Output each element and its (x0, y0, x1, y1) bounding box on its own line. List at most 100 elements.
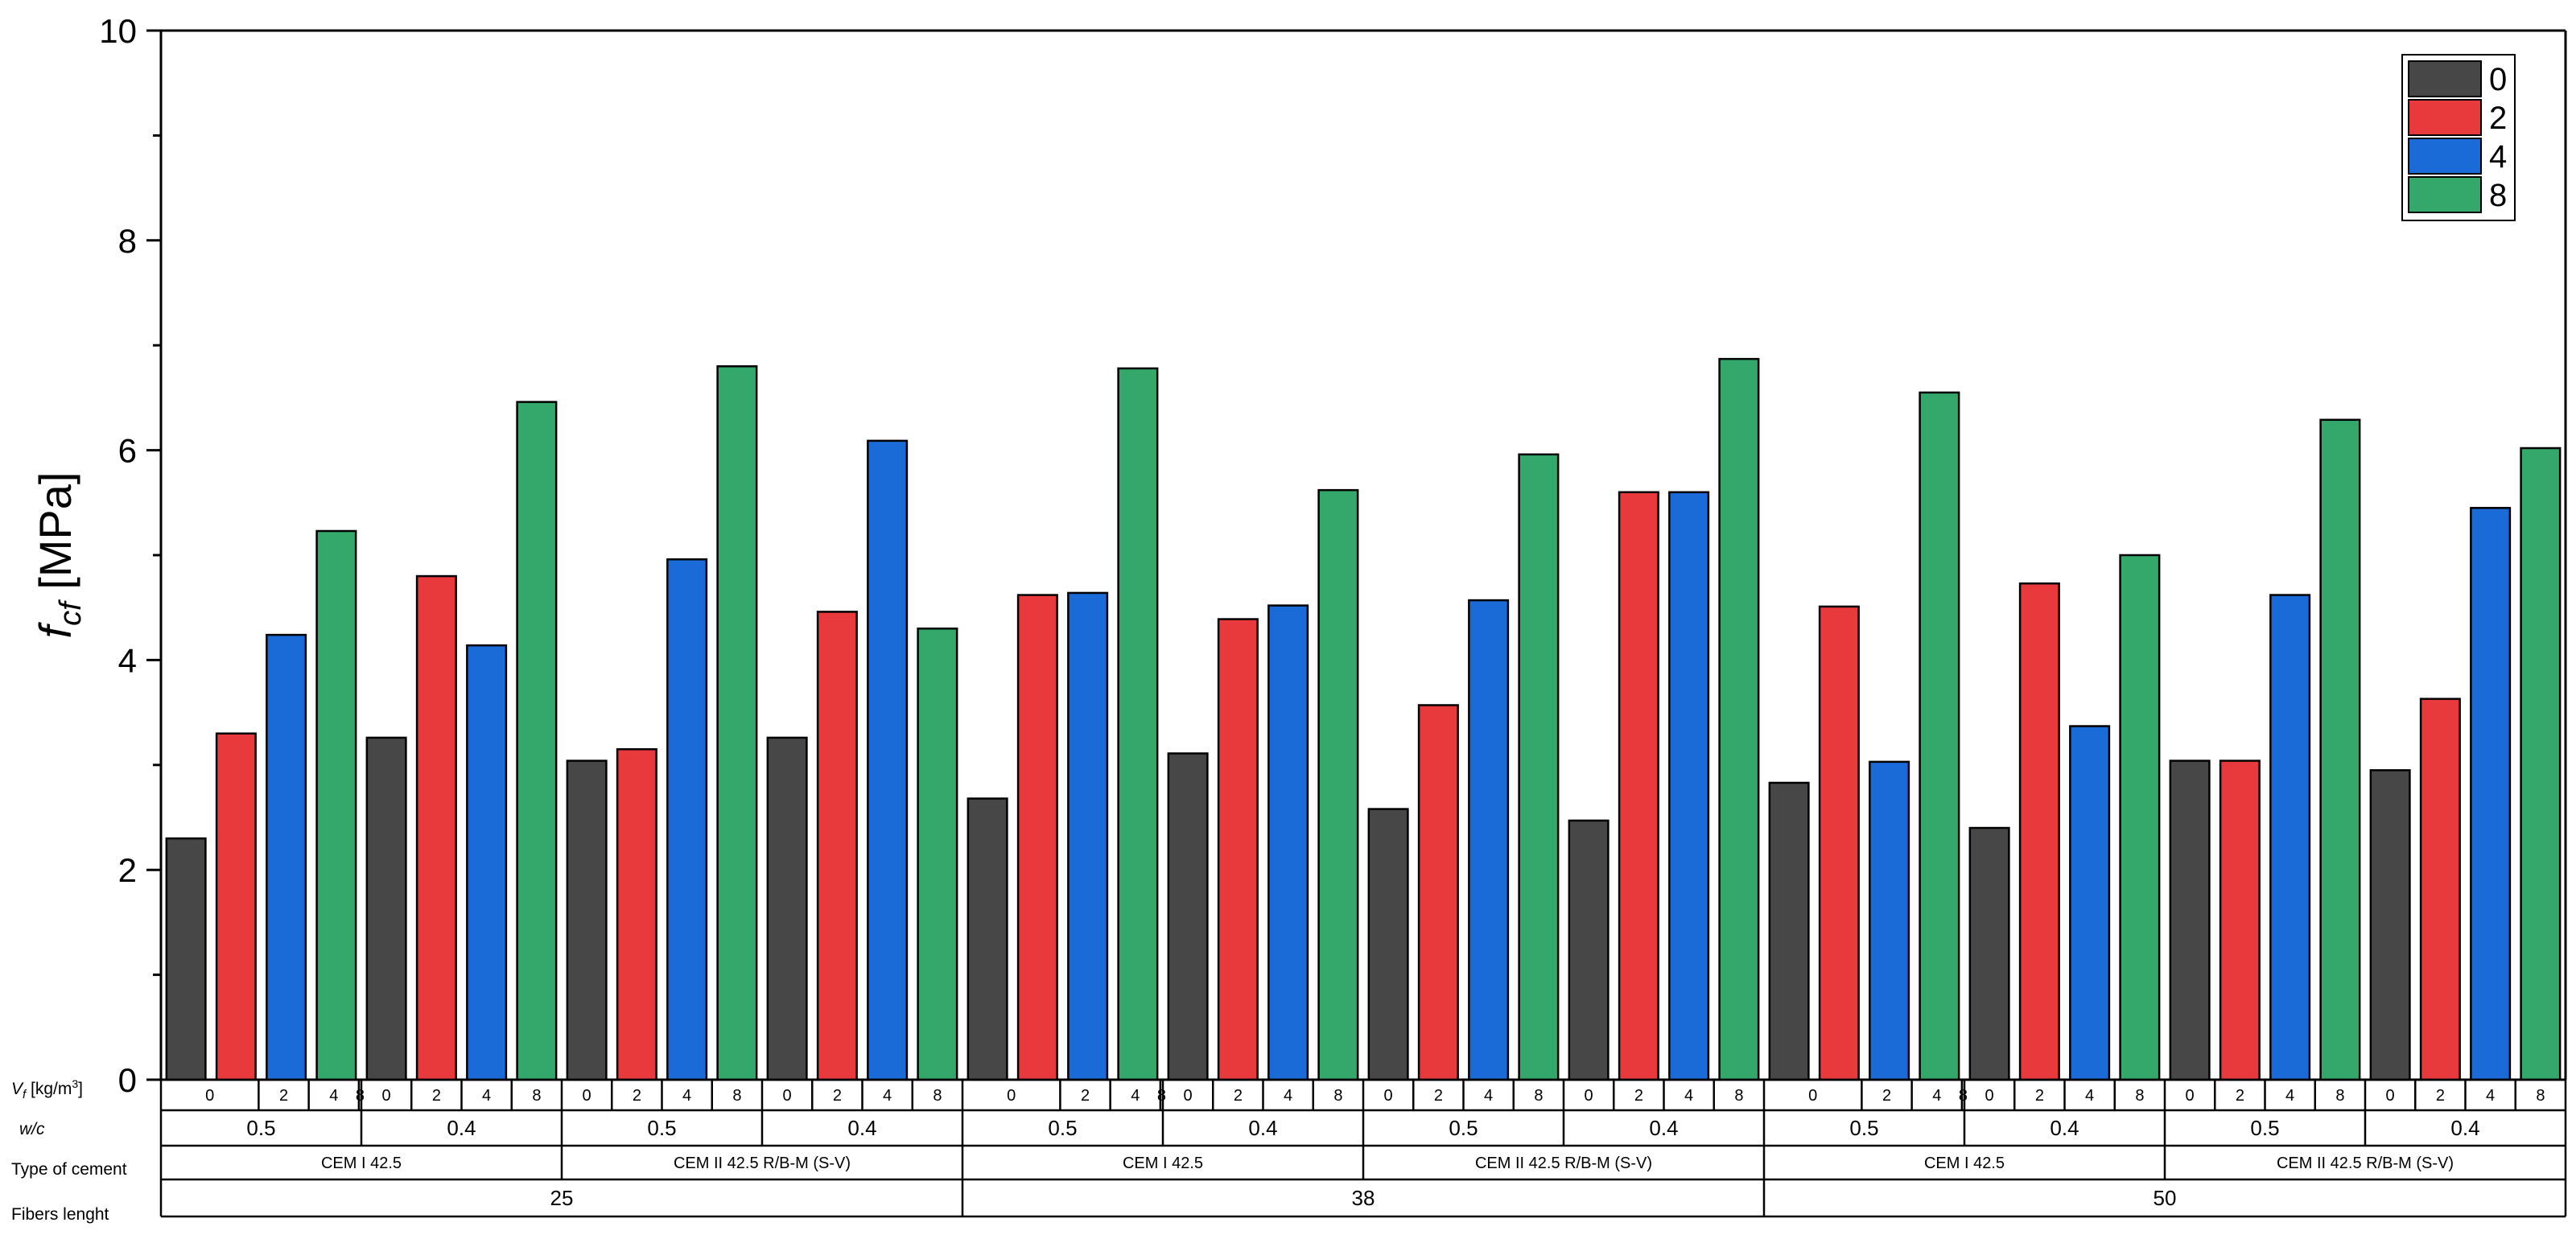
bar-8 (716, 365, 758, 1081)
vf-label: 8 (1959, 1087, 1968, 1105)
vf-label: 4 (2085, 1087, 2094, 1105)
wc-label: 0.4 (447, 1116, 476, 1140)
cement-label: CEM II 42.5 R/B-M (S-V) (2277, 1155, 2454, 1172)
y-tick-label: 10 (99, 12, 137, 50)
wc-label: 0.5 (647, 1116, 676, 1140)
bar-0 (165, 837, 207, 1081)
bar-8 (1317, 488, 1359, 1081)
legend-swatch (2408, 176, 2482, 213)
vf-label: 0 (1007, 1087, 1016, 1105)
vf-label: 4 (482, 1087, 491, 1105)
y-tick-label: 2 (118, 851, 137, 889)
bar-8 (2319, 418, 2361, 1081)
bars (165, 357, 2562, 1081)
bar-2 (2219, 759, 2261, 1081)
wc-label: 0.4 (2050, 1116, 2079, 1140)
vf-label: 4 (682, 1087, 691, 1105)
wc-label: 0.5 (1449, 1116, 1478, 1140)
fiber-row-label: Fibers lenght (11, 1205, 109, 1224)
legend-label: 0 (2489, 62, 2507, 97)
vf-label: 4 (2486, 1087, 2495, 1105)
bar-4 (666, 558, 708, 1081)
bar-8 (917, 628, 958, 1081)
vf-label: 2 (1634, 1087, 1643, 1105)
vf-label: 8 (1534, 1087, 1543, 1105)
vf-label: 4 (883, 1087, 892, 1105)
vf-label: 2 (279, 1087, 288, 1105)
y-axis-label: fcf [MPa] (30, 472, 88, 639)
legend-label: 4 (2489, 139, 2507, 175)
vf-label: 2 (633, 1087, 641, 1105)
vf-label: 8 (532, 1087, 541, 1105)
bar-0 (1768, 781, 1810, 1081)
bar-4 (1869, 760, 1910, 1081)
bar-0 (365, 736, 407, 1081)
bar-2 (616, 747, 657, 1081)
vf-label: 4 (1131, 1087, 1140, 1105)
vf-label: 0 (1585, 1087, 1593, 1105)
fiber-label: 25 (550, 1186, 574, 1210)
vf-label: 2 (1234, 1087, 1243, 1105)
bar-8 (315, 529, 357, 1081)
vf-label: 0 (583, 1087, 591, 1105)
vf-label: 0 (382, 1087, 391, 1105)
wc-label: 0.5 (2250, 1116, 2279, 1140)
vf-label: 8 (2536, 1087, 2545, 1105)
bar-2 (816, 611, 858, 1081)
vf-label: 0 (2186, 1087, 2195, 1105)
vf-label: 4 (1932, 1087, 1941, 1105)
legend-label: 8 (2489, 178, 2507, 213)
legend-label: 2 (2489, 101, 2507, 136)
bar-2 (415, 574, 457, 1081)
vf-label: 2 (2035, 1087, 2044, 1105)
bar-4 (1468, 599, 1510, 1081)
cement-label: CEM I 42.5 (1924, 1155, 2005, 1172)
vf-label: 0 (1384, 1087, 1393, 1105)
bar-0 (1167, 752, 1209, 1081)
wc-row-label: w/c (19, 1120, 45, 1138)
bar-8 (1919, 391, 1960, 1081)
vf-label: 4 (1684, 1087, 1693, 1105)
vf-label: 0 (783, 1087, 792, 1105)
legend-swatch (2408, 99, 2482, 136)
vf-label: 8 (1333, 1087, 1342, 1105)
vf-label: 2 (2436, 1087, 2445, 1105)
bar-0 (2369, 769, 2411, 1081)
vf-label: 8 (933, 1087, 942, 1105)
bar-2 (1417, 704, 1459, 1081)
wc-label: 0.4 (847, 1116, 876, 1140)
fiber-label: 50 (2154, 1186, 2177, 1210)
vf-label: 4 (329, 1087, 338, 1105)
wc-label: 0.4 (1248, 1116, 1277, 1140)
bar-0 (766, 736, 808, 1081)
bar-4 (1267, 604, 1309, 1081)
bar-2 (1818, 605, 1860, 1081)
vf-label: 2 (1081, 1087, 1090, 1105)
bar-8 (2520, 447, 2562, 1081)
bar-0 (1568, 819, 1609, 1081)
bar-2 (2018, 582, 2060, 1081)
vf-label: 0 (2386, 1087, 2395, 1105)
bar-8 (1518, 453, 1560, 1081)
bar-0 (2169, 759, 2211, 1081)
bar-4 (1067, 591, 1109, 1081)
bar-4 (466, 644, 508, 1081)
wc-label: 0.5 (1849, 1116, 1878, 1140)
bar-8 (516, 401, 558, 1081)
bar-8 (1718, 357, 1760, 1081)
y-tick-label: 0 (118, 1061, 137, 1099)
vf-label: 0 (1808, 1087, 1817, 1105)
bar-2 (1016, 594, 1058, 1081)
bar-4 (1668, 491, 1710, 1081)
vf-label: 0 (1985, 1087, 1994, 1105)
vf-label: 2 (2236, 1087, 2244, 1105)
wc-label: 0.4 (1649, 1116, 1678, 1140)
vf-label: 4 (2285, 1087, 2294, 1105)
y-tick-label: 4 (118, 641, 137, 679)
legend-swatch (2408, 138, 2482, 175)
cement-label: CEM II 42.5 R/B-M (S-V) (1475, 1155, 1652, 1172)
bar-0 (566, 759, 608, 1081)
vf-label: 4 (1484, 1087, 1493, 1105)
cement-label: CEM I 42.5 (321, 1155, 402, 1172)
